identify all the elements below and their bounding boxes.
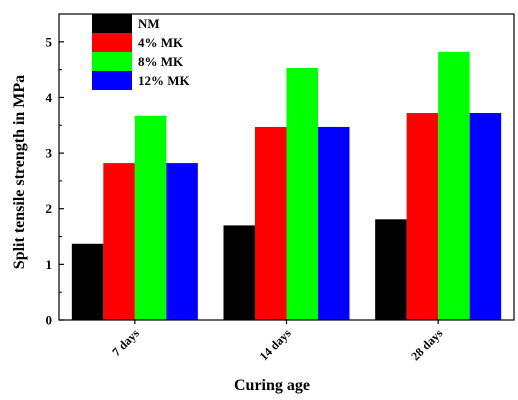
bars-layer — [71, 51, 502, 320]
legend-label: NM — [138, 16, 160, 31]
legend-label: 4% MK — [138, 35, 184, 50]
bar-12-mk-28-days — [469, 113, 502, 320]
legend: NM 4% MK 8% MK 12% MK — [92, 14, 191, 90]
x-tick-label: 14 days — [257, 326, 294, 363]
x-tick-label: 7 days — [109, 326, 142, 359]
legend-swatch — [92, 14, 132, 33]
legend-label: 12% MK — [138, 73, 191, 88]
bar-8-mk-7-days — [134, 115, 167, 320]
bar-4-mk-14-days — [255, 126, 287, 320]
bar-4-mk-28-days — [406, 113, 439, 320]
x-tick-label: 28 days — [408, 326, 445, 363]
x-ticks-layer: 7 days 14 days 28 days — [109, 320, 446, 363]
y-tick-label: 1 — [46, 257, 53, 272]
legend-swatch — [92, 52, 132, 71]
y-tick-label: 5 — [46, 34, 53, 49]
bar-4-mk-7-days — [103, 163, 135, 320]
y-tick-label: 3 — [46, 146, 53, 161]
y-ticks-layer: 0 1 2 3 4 5 — [46, 34, 64, 328]
bar-8-mk-14-days — [286, 67, 318, 320]
bar-nm-28-days — [375, 219, 407, 320]
legend-swatch — [92, 33, 132, 52]
y-tick-label: 2 — [46, 201, 53, 216]
bar-12-mk-14-days — [318, 126, 350, 320]
legend-label: 8% MK — [138, 54, 184, 69]
y-tick-label: 4 — [46, 90, 53, 105]
legend-swatch — [92, 71, 132, 90]
y-axis-title: Split tensile strength in MPa — [11, 75, 28, 269]
bar-nm-7-days — [71, 243, 104, 320]
bar-nm-14-days — [223, 225, 255, 320]
x-axis-title: Curing age — [234, 377, 310, 394]
plot-frame — [58, 13, 515, 321]
bar-8-mk-28-days — [438, 51, 470, 320]
bar-12-mk-7-days — [166, 163, 198, 320]
y-tick-label: 0 — [46, 313, 53, 328]
